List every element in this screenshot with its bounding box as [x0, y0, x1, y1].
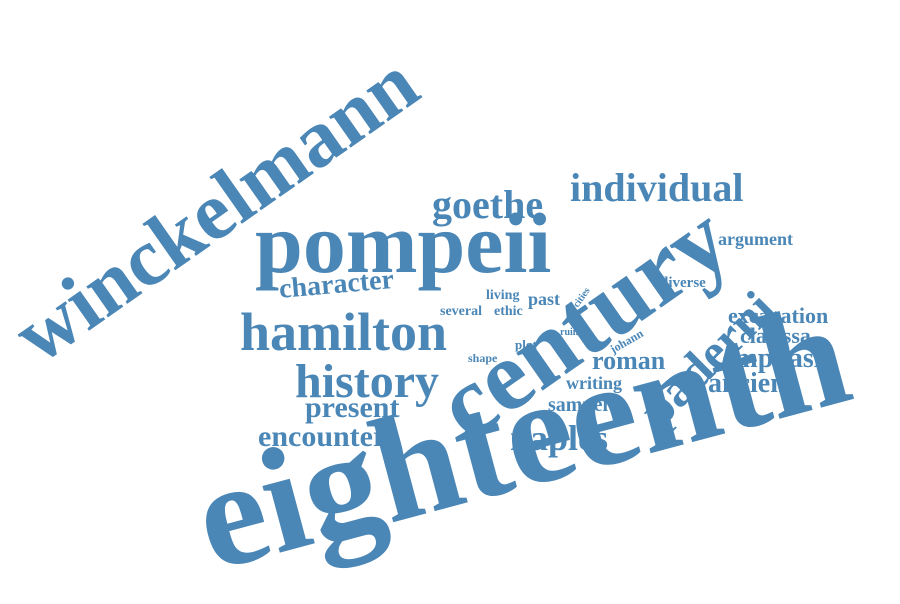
word-roman: roman	[592, 346, 666, 375]
word-naples: naples	[510, 418, 609, 458]
word-ruin: ruin	[560, 327, 579, 338]
word-individual: individual	[570, 165, 744, 210]
word-pompeii: pompeii	[255, 195, 552, 291]
word-argument: argument	[718, 229, 793, 249]
word-ethic: ethic	[494, 304, 523, 319]
word-diverse: diverse	[660, 275, 706, 291]
word-plot: plot	[515, 337, 537, 352]
word-shape: shape	[468, 351, 498, 365]
word-writing: writing	[566, 373, 622, 393]
word-goethe: goethe	[432, 182, 544, 227]
word-past: past	[528, 289, 561, 309]
word-living: living	[486, 288, 520, 303]
word-emphasis: emphasis	[722, 343, 833, 374]
word-encounter: encounter	[258, 420, 387, 453]
word-samuel: samuel	[548, 394, 608, 416]
word-hamilton: hamilton	[240, 302, 448, 362]
word-excavation: excavation	[728, 303, 829, 328]
word-character: character	[277, 263, 396, 305]
word-present: present	[305, 391, 400, 424]
word-several: several	[440, 304, 482, 319]
word-ancient: ancient	[708, 368, 796, 399]
word-history: history	[295, 355, 439, 408]
word-clarissa: clarissa	[740, 323, 811, 348]
